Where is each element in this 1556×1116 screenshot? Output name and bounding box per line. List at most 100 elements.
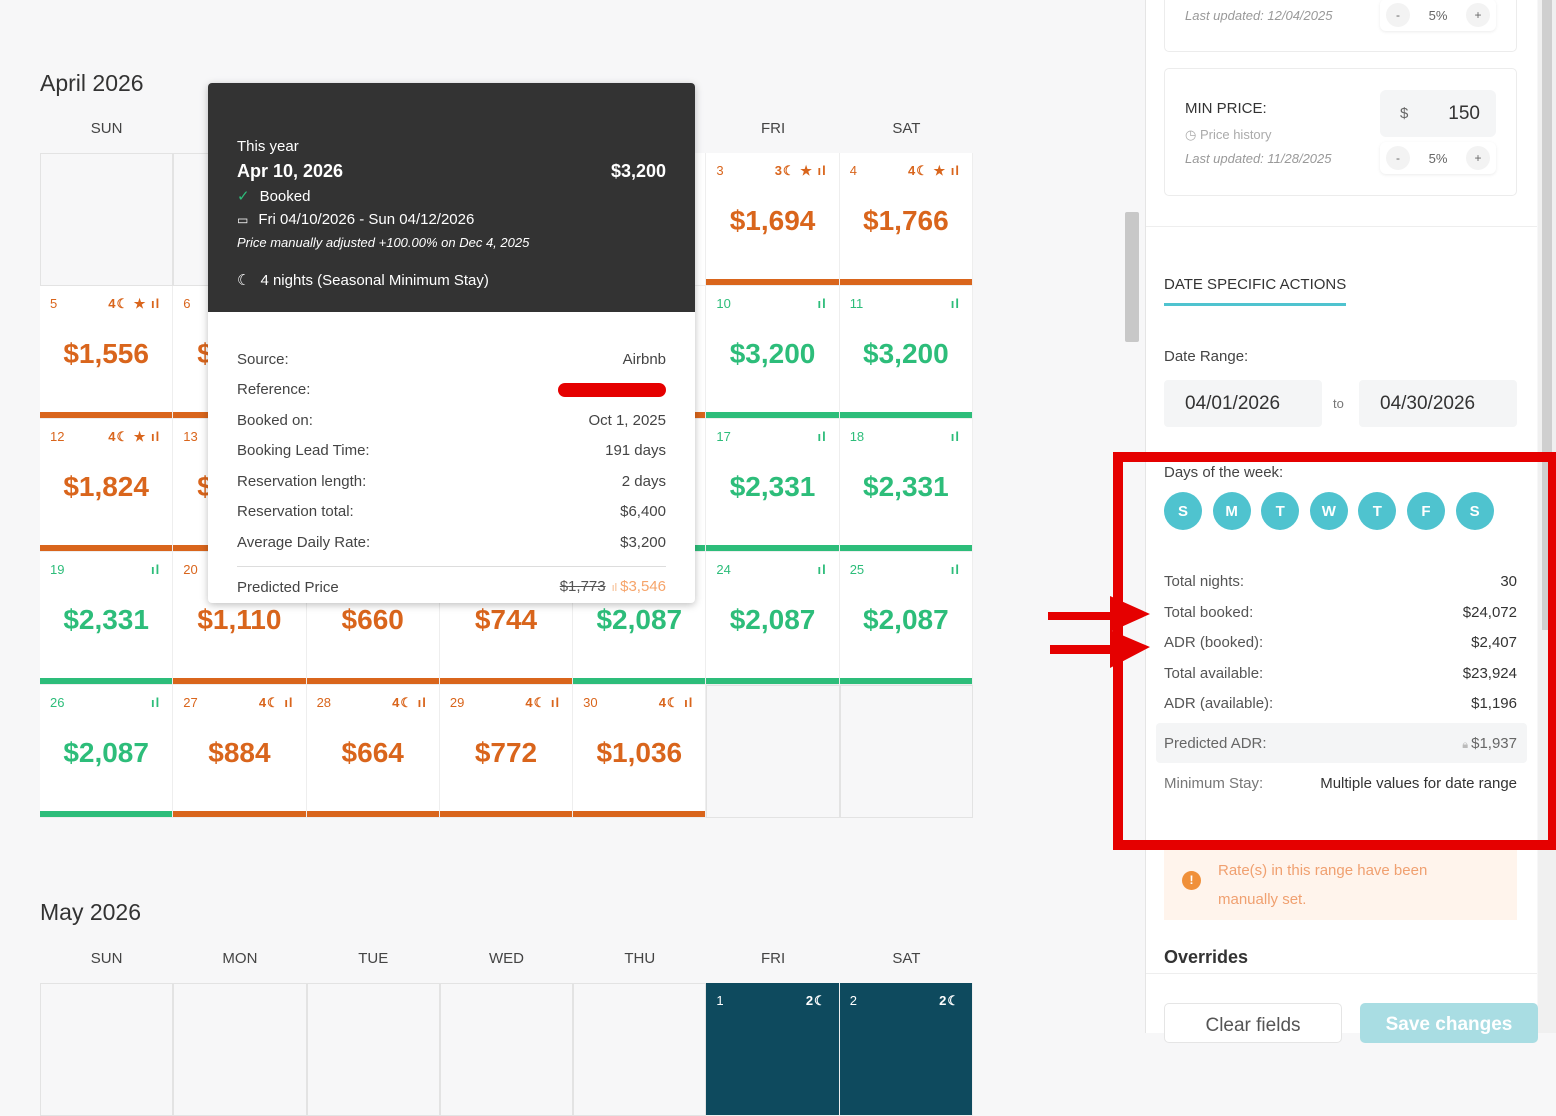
main-scrollbar[interactable] [1125, 212, 1139, 342]
day-price: $2,087 [596, 604, 683, 635]
divider [237, 565, 666, 567]
stat-row: Total nights: 30 [1164, 573, 1517, 590]
min-price-input[interactable]: $ 150 [1380, 90, 1496, 137]
predicted-adr-value: $1,937 [1471, 734, 1517, 752]
calendar-day-cell[interactable]: 10 ıl $3,200 [706, 286, 840, 419]
min-stay-value: Multiple values for date range [1320, 775, 1517, 792]
day-price: $1,766 [863, 205, 949, 236]
status-bar [40, 545, 173, 551]
weekday-label: TUE [358, 950, 389, 967]
status-bar [306, 811, 439, 817]
detail-value: Oct 1, 2025 [588, 411, 666, 429]
day-indicators-icon: 4☾ ★ ıl [108, 296, 161, 311]
detail-value: Airbnb [622, 350, 666, 368]
day-indicators-icon: ıl [151, 562, 161, 577]
warning-icon: ! [1182, 871, 1201, 890]
date-from-input[interactable]: 04/01/2026 [1164, 380, 1322, 427]
calendar-day-cell[interactable]: 1 2☾ [706, 983, 840, 1116]
price-history-link[interactable]: ◷ Price history [1185, 127, 1272, 143]
status-bar [306, 678, 439, 684]
date-to-input[interactable]: 04/30/2026 [1359, 380, 1517, 427]
day-number: 24 [716, 562, 731, 577]
weekday-label: FRI [760, 120, 786, 137]
price-history-text: Price history [1199, 127, 1272, 142]
decrease-button[interactable]: - [1386, 146, 1410, 170]
stat-label: ADR (available): [1164, 695, 1274, 712]
day-indicators-icon: ıl [950, 429, 960, 444]
weekday-label: SAT [892, 950, 921, 967]
day-indicators-icon: ıl [950, 562, 960, 577]
day-price: $1,110 [197, 604, 282, 635]
increase-button[interactable]: + [1465, 3, 1490, 27]
predicted-price-row: Predicted Price $1,773 ıl $3,546 [237, 573, 666, 603]
day-toggle[interactable]: T [1261, 492, 1300, 530]
calendar-day-cell[interactable]: 18 ıl $2,331 [839, 419, 973, 552]
calendar-day-cell[interactable]: 2 2☾ [839, 983, 973, 1116]
day-number: 4 [849, 163, 857, 178]
calendar-day-cell[interactable]: 19 ıl $2,331 [40, 552, 174, 685]
day-price: $2,087 [63, 737, 149, 768]
day-number: 2 [849, 993, 857, 1008]
status-bar [706, 412, 839, 418]
to-label: to [1333, 396, 1344, 411]
stat-row: ADR (booked): $2,407 [1164, 634, 1517, 651]
day-number: 25 [849, 562, 865, 577]
warning-text: Rate(s) in this range have been manually… [1218, 862, 1428, 908]
day-price: $2,087 [729, 604, 816, 635]
stat-label: Total booked: [1164, 603, 1254, 621]
day-toggle[interactable]: S [1455, 492, 1494, 530]
calendar-day-cell[interactable]: 24 ıl $2,087 [706, 552, 840, 685]
clear-fields-button[interactable]: Clear fields [1164, 1003, 1342, 1043]
detail-value: $6,400 [620, 503, 666, 521]
calendar-day-cell[interactable]: 30 4☾ ıl $1,036 [573, 685, 707, 818]
day-number: 30 [583, 695, 598, 710]
calendar-day-cell[interactable]: 11 ıl $3,200 [839, 286, 973, 419]
day-price: $884 [208, 737, 271, 768]
detail-value: $3,200 [620, 533, 666, 551]
day-toggle[interactable]: M [1212, 492, 1251, 530]
day-price: $2,087 [863, 604, 949, 635]
chart-icon: ıl [611, 582, 618, 594]
day-toggle[interactable]: T [1358, 492, 1397, 530]
detail-value: 191 days [605, 442, 666, 460]
tab-date-specific-actions[interactable]: DATE SPECIFIC ACTIONS [1164, 276, 1347, 306]
status-bar [573, 811, 706, 817]
calendar-day-cell[interactable]: 27 4☾ ıl $884 [173, 685, 307, 818]
booking-tooltip: This year Apr 10, 2026 $3,200 ✓ Booked ▭ F… [208, 83, 695, 603]
calendar-day-cell[interactable]: 3 3☾ ★ ıl $1,694 [706, 153, 840, 286]
day-indicators-icon: ıl [151, 695, 161, 710]
day-number: 6 [183, 296, 191, 311]
decrease-button[interactable]: - [1386, 3, 1410, 27]
calendar-day-cell[interactable]: 26 ıl $2,087 [40, 685, 174, 818]
calendar-day-cell[interactable]: 17 ıl $2,331 [706, 419, 840, 552]
day-indicators-icon: 4☾ ★ ıl [908, 163, 960, 178]
stat-value: $24,072 [1462, 603, 1517, 621]
calendar-day-cell[interactable]: 28 4☾ ıl $664 [306, 685, 440, 818]
day-price: $2,331 [63, 604, 149, 635]
calendar-day-cell[interactable]: 25 ıl $2,087 [839, 552, 973, 685]
tooltip-heading: This year [237, 138, 299, 155]
date-range-label: Date Range: [1164, 348, 1249, 365]
save-changes-button[interactable]: Save changes [1360, 1003, 1538, 1043]
moon-icon: ☾ [237, 272, 251, 289]
calendar-icon: ▭ [237, 213, 249, 227]
stat-row: ADR (available): $1,196 [1164, 695, 1517, 712]
tooltip-detail-row: Source: Airbnb [237, 344, 666, 375]
day-price: $660 [341, 604, 404, 635]
stat-value: 30 [1500, 573, 1517, 590]
calendar-day-cell[interactable]: 4 4☾ ★ ıl $1,766 [839, 153, 973, 286]
day-number: 18 [849, 429, 865, 444]
day-number: 3 [716, 163, 724, 178]
calendar-day-cell[interactable]: 5 4☾ ★ ıl $1,556 [40, 286, 174, 419]
currency-symbol: $ [1400, 105, 1409, 122]
step-percent: 5% [1428, 150, 1448, 166]
calendar-day-cell[interactable]: 12 4☾ ★ ıl $1,824 [40, 419, 174, 552]
calendar-day-cell[interactable]: 29 4☾ ıl $772 [439, 685, 574, 818]
status-bar [706, 279, 839, 285]
annotation-arrows [1048, 596, 1150, 668]
increase-button[interactable]: + [1465, 146, 1490, 170]
day-toggle[interactable]: F [1407, 492, 1445, 530]
day-toggle[interactable]: S [1164, 492, 1202, 530]
predicted-values: $1,773 ıl $3,546 [560, 579, 666, 596]
day-toggle[interactable]: W [1309, 492, 1348, 530]
